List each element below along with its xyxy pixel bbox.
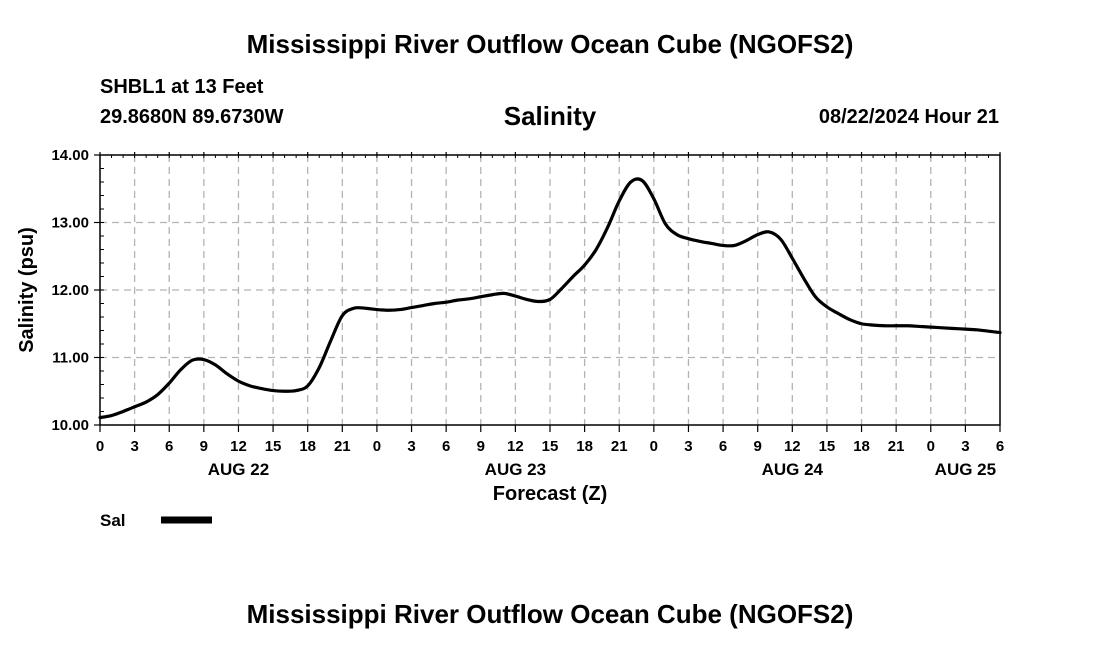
chart-subtitle: Salinity (503, 101, 597, 131)
y-axis-label: Salinity (psu) (16, 227, 38, 353)
x-tick-label: 18 (299, 438, 316, 455)
station-label: SHBL1 at 13 Feet (100, 76, 264, 98)
x-tick-label: 15 (542, 438, 559, 455)
chart-main-title-repeat: Mississippi River Outflow Ocean Cube (NG… (246, 599, 854, 629)
x-tick-label: 3 (130, 438, 138, 455)
x-tick-label: 12 (507, 438, 524, 455)
x-tick-label: 6 (442, 438, 450, 455)
x-tick-label: 21 (334, 438, 351, 455)
date-label: AUG 24 (762, 460, 824, 479)
x-tick-label: 18 (853, 438, 870, 455)
x-tick-label: 15 (265, 438, 282, 455)
chart-main-title: Mississippi River Outflow Ocean Cube (NG… (246, 29, 854, 59)
datetime-label: 08/22/2024 Hour 21 (818, 106, 999, 128)
x-tick-label: 0 (96, 438, 104, 455)
y-tick-label: 11.00 (52, 350, 89, 367)
x-tick-label: 15 (819, 438, 836, 455)
x-tick-label: 9 (754, 438, 762, 455)
y-tick-label: 12.00 (51, 282, 89, 299)
coordinates-label: 29.8680N 89.6730W (100, 106, 284, 128)
y-tick-label: 13.00 (51, 215, 89, 232)
x-tick-label: 3 (684, 438, 692, 455)
grid-lines (100, 155, 1000, 425)
x-tick-label: 18 (576, 438, 593, 455)
x-tick-label: 0 (650, 438, 658, 455)
x-tick-label: 9 (477, 438, 485, 455)
series-line-sal (98, 177, 1002, 420)
x-tick-label: 3 (961, 438, 969, 455)
x-tick-label: 6 (165, 438, 173, 455)
y-tick-label: 10.00 (51, 417, 89, 434)
x-tick-label: 21 (888, 438, 905, 455)
date-label: AUG 22 (208, 460, 269, 479)
x-tick-label: 21 (611, 438, 628, 455)
x-tick-label: 0 (927, 438, 935, 455)
x-axis-label: Forecast (Z) (493, 483, 607, 505)
x-tick-label: 12 (784, 438, 801, 455)
date-label: AUG 23 (485, 460, 546, 479)
x-tick-label: 0 (373, 438, 381, 455)
date-label: AUG 25 (935, 460, 996, 479)
x-tick-label: 6 (719, 438, 727, 455)
y-tick-label: 14.00 (51, 147, 89, 164)
x-tick-label: 9 (200, 438, 208, 455)
x-tick-label: 3 (407, 438, 415, 455)
axis-ticks (94, 152, 1001, 432)
x-tick-label: 6 (996, 438, 1004, 455)
legend-label: Sal (100, 511, 126, 530)
x-tick-label: 12 (230, 438, 247, 455)
axis-tick-labels: 0 3 6 9 12 15 18 21 0 3 6 9 12 15 18 21 0 3 6 9 12 15 18 21 0 3 6 1… (51, 147, 1004, 479)
